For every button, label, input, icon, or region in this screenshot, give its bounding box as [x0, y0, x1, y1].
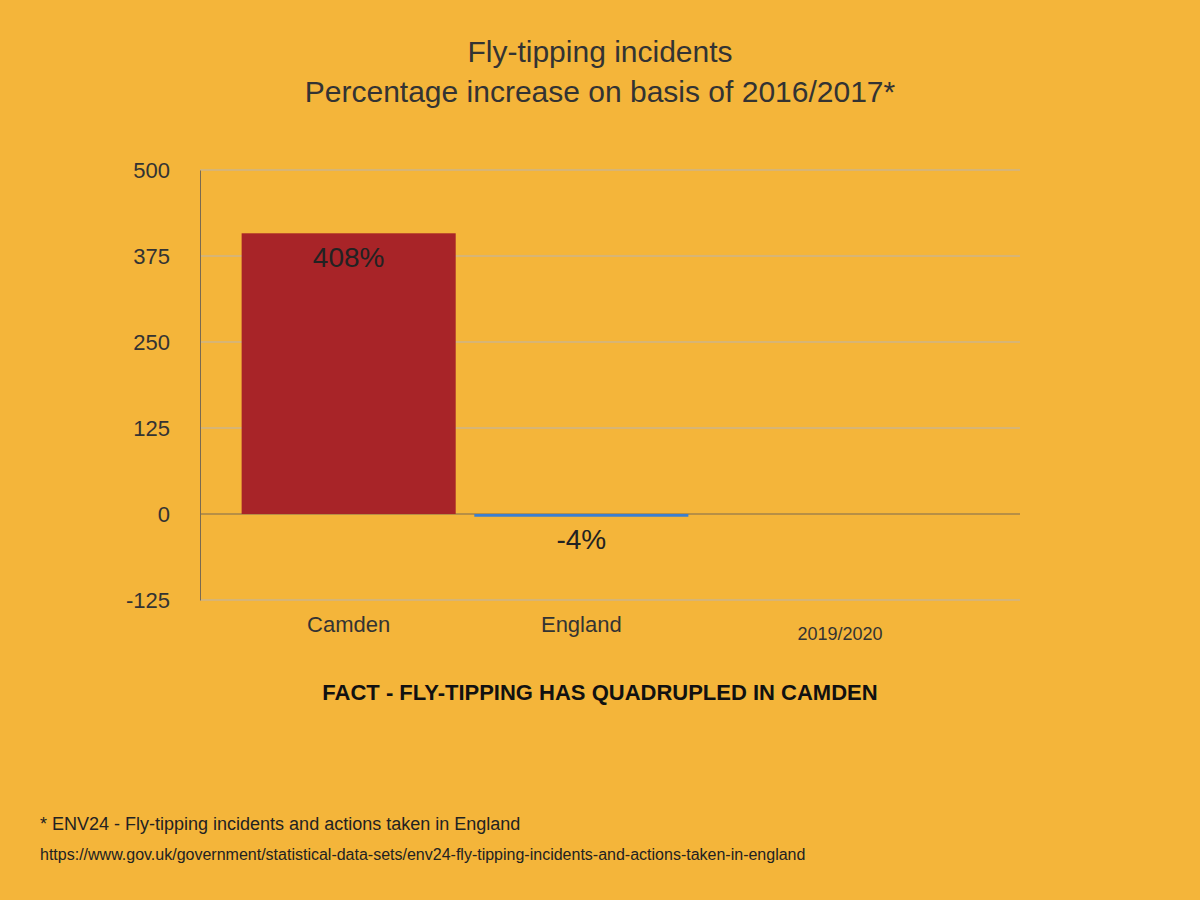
background: [0, 0, 1200, 900]
bars: [242, 233, 689, 516]
source: https://www.gov.uk/government/statistica…: [40, 846, 805, 863]
y-tick-label: 0: [158, 502, 170, 527]
subtitle: Percentage increase on basis of 2016/201…: [305, 75, 896, 108]
x-label: 2019/2020: [797, 624, 882, 644]
data-labels: 408% -4%: [313, 242, 606, 554]
data-label: -4%: [556, 524, 606, 555]
y-axis-line: [200, 171, 201, 601]
y-tick: 0: [158, 502, 200, 527]
x-tick: Camden: [307, 600, 390, 637]
y-tick: -125: [126, 588, 200, 613]
chart: Fly-tipping incidents Percentage increase…: [0, 0, 1200, 900]
x-axis: Camden England: [231, 600, 701, 637]
footnote: * ENV24 - Fly-tipping incidents and acti…: [40, 814, 520, 834]
x-tick: England: [541, 600, 622, 637]
y-tick-label: 125: [133, 416, 170, 441]
y-axis: -125 0 125 250 375 500: [126, 158, 201, 613]
y-tick: 125: [133, 416, 200, 441]
y-tick: 250: [133, 330, 200, 355]
x-axis-line: [231, 600, 701, 601]
data-label: 408%: [313, 242, 385, 273]
bar: [474, 514, 688, 517]
y-tick: 375: [133, 244, 200, 269]
y-tick-label: 500: [133, 158, 170, 183]
annotation: FACT - FLY-TIPPING HAS QUADRUPLED IN CAM…: [322, 680, 877, 705]
y-tick-label: 375: [133, 244, 170, 269]
bar: [242, 233, 456, 514]
y-tick-label: -125: [126, 588, 170, 613]
grid-line: [200, 600, 1020, 601]
y-tick: 500: [133, 158, 200, 183]
grid-line: [200, 170, 1020, 171]
x-tick-label: Camden: [307, 612, 390, 637]
x-tick-label: England: [541, 612, 622, 637]
title: Fly-tipping incidents: [467, 35, 732, 68]
grid: [200, 170, 1020, 600]
y-tick-label: 250: [133, 330, 170, 355]
